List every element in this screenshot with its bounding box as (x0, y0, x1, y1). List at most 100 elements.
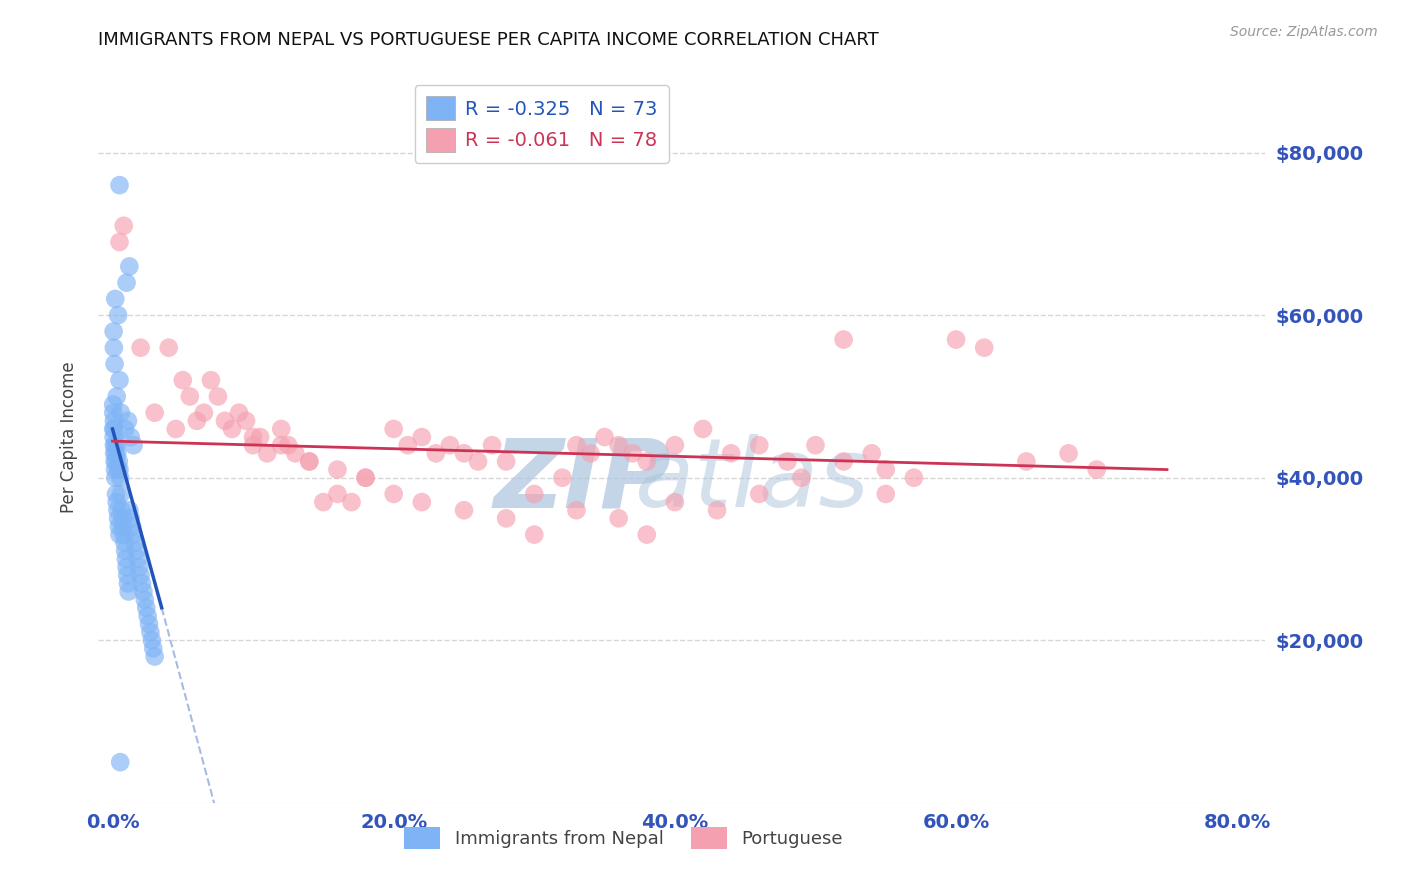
Point (636, 454, 658, 468)
Point (396, 438, 419, 452)
Point (326, 487, 349, 501)
Point (104, 471, 127, 485)
Point (104, 446, 127, 460)
Point (143, 649, 166, 664)
Point (875, 487, 897, 501)
Point (270, 438, 292, 452)
Point (105, 495, 128, 509)
Point (636, 527, 658, 541)
Point (104, 438, 127, 452)
Point (453, 446, 475, 460)
Point (790, 471, 813, 485)
Point (354, 471, 377, 485)
Point (129, 568, 152, 582)
Point (115, 276, 138, 290)
Point (129, 341, 152, 355)
Point (720, 446, 742, 460)
Point (103, 446, 125, 460)
Point (165, 422, 187, 436)
Point (138, 617, 160, 632)
Point (115, 560, 138, 574)
Point (122, 438, 145, 452)
Point (523, 527, 546, 541)
Point (120, 511, 142, 525)
Point (1085, 462, 1108, 476)
Point (565, 503, 588, 517)
Point (124, 535, 146, 549)
Point (132, 584, 155, 599)
Point (354, 471, 377, 485)
Point (103, 422, 125, 436)
Point (382, 487, 405, 501)
Text: IMMIGRANTS FROM NEPAL VS PORTUGUESE PER CAPITA INCOME CORRELATION CHART: IMMIGRANTS FROM NEPAL VS PORTUGUESE PER … (98, 31, 879, 49)
Point (107, 511, 129, 525)
Point (142, 641, 165, 656)
Point (832, 454, 855, 468)
Point (860, 446, 883, 460)
Point (186, 414, 208, 428)
Point (270, 422, 292, 436)
Point (121, 519, 143, 533)
Point (127, 552, 149, 566)
Text: Source: ZipAtlas.com: Source: ZipAtlas.com (1230, 25, 1378, 39)
Point (200, 373, 222, 387)
Point (104, 462, 127, 476)
Point (111, 503, 132, 517)
Point (107, 446, 129, 460)
Point (103, 406, 125, 420)
Point (108, 519, 131, 533)
Point (607, 438, 630, 452)
Point (117, 568, 139, 582)
Point (157, 341, 180, 355)
Point (115, 552, 138, 566)
Point (179, 389, 201, 403)
Point (110, 755, 132, 769)
Point (453, 503, 475, 517)
Point (326, 462, 349, 476)
Point (277, 438, 299, 452)
Point (495, 454, 517, 468)
Point (135, 600, 157, 615)
Point (112, 527, 135, 541)
Point (382, 422, 405, 436)
Point (207, 389, 229, 403)
Point (107, 462, 129, 476)
Point (228, 406, 250, 420)
Point (118, 584, 141, 599)
Text: atlas: atlas (634, 434, 869, 527)
Point (298, 454, 321, 468)
Point (593, 430, 616, 444)
Point (439, 438, 461, 452)
Point (411, 495, 433, 509)
Point (312, 495, 335, 509)
Point (748, 438, 770, 452)
Text: ZIP: ZIP (494, 434, 672, 527)
Point (256, 446, 278, 460)
Point (621, 446, 644, 460)
Point (103, 341, 125, 355)
Point (114, 422, 136, 436)
Point (804, 438, 827, 452)
Point (664, 495, 686, 509)
Point (284, 446, 307, 460)
Point (235, 414, 257, 428)
Point (875, 462, 897, 476)
Point (139, 625, 162, 640)
Point (706, 503, 728, 517)
Point (107, 503, 129, 517)
Point (193, 406, 215, 420)
Point (776, 454, 799, 468)
Point (523, 487, 546, 501)
Point (105, 438, 128, 452)
Point (118, 260, 141, 274)
Point (103, 438, 125, 452)
Point (249, 430, 271, 444)
Point (104, 292, 127, 306)
Point (832, 333, 855, 347)
Point (104, 454, 127, 468)
Point (945, 333, 967, 347)
Point (579, 446, 602, 460)
Point (128, 560, 150, 574)
Point (125, 544, 148, 558)
Point (117, 576, 139, 591)
